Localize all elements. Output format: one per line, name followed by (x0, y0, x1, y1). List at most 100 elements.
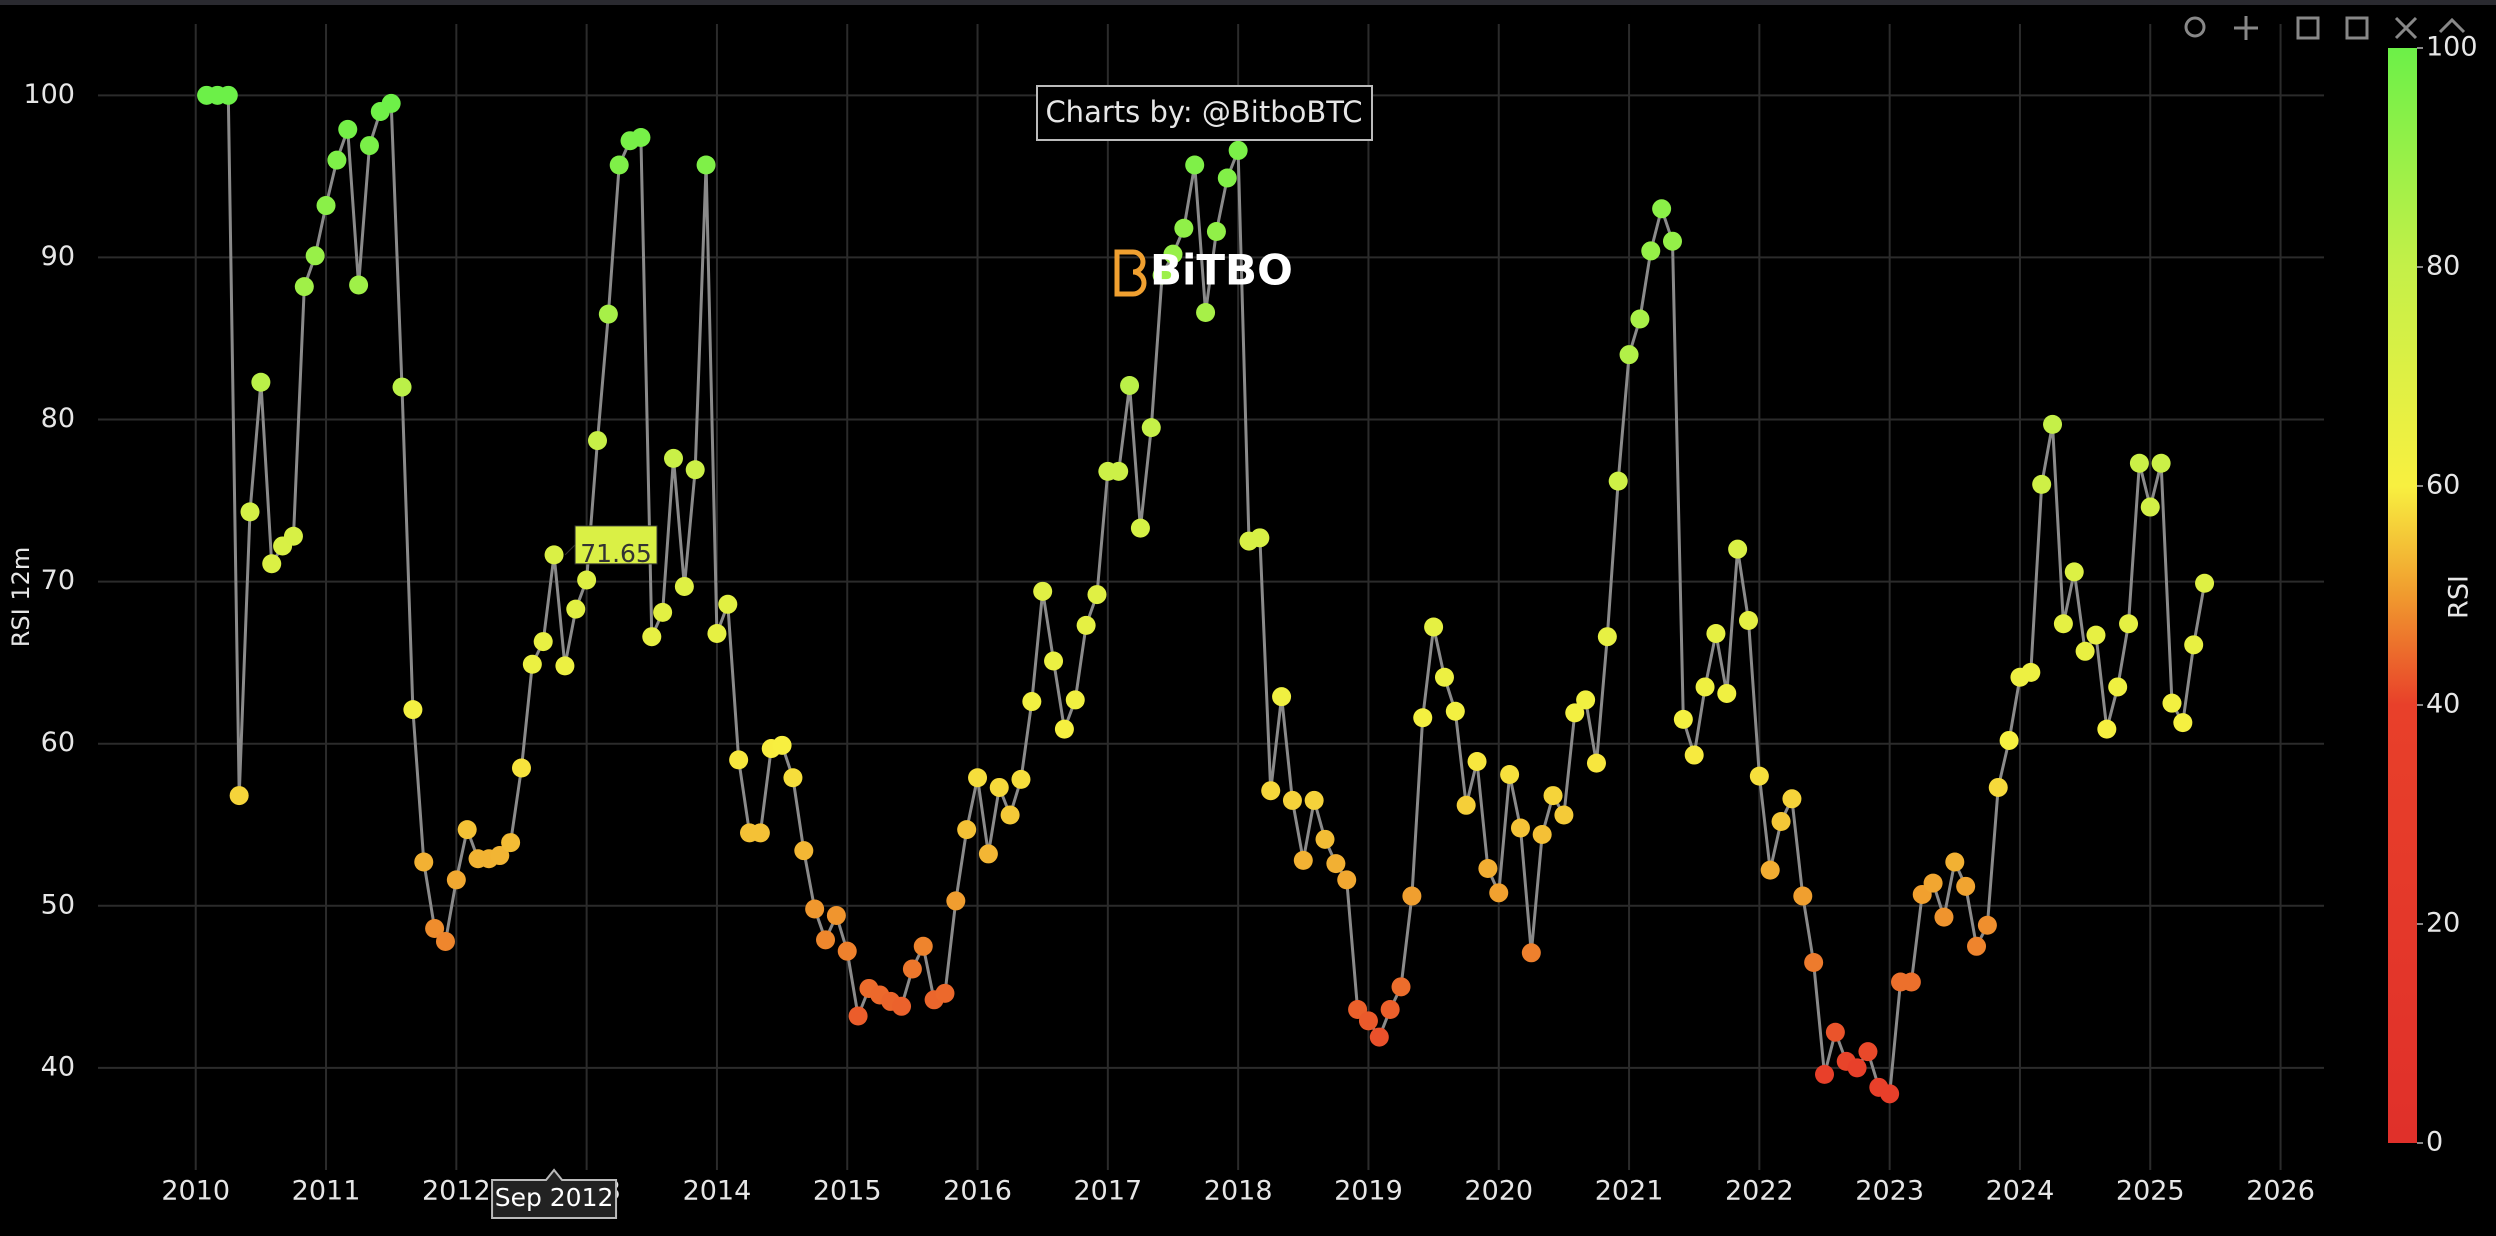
x-tick-label: 2011 (292, 1176, 361, 1207)
marker (772, 735, 792, 755)
marker (251, 372, 271, 392)
marker (1326, 854, 1346, 874)
marker (1402, 886, 1422, 906)
marker (1804, 953, 1824, 973)
marker (1206, 221, 1226, 241)
marker (435, 931, 455, 951)
marker (1217, 168, 1237, 188)
marker (664, 448, 684, 468)
y-tick-label: 60 (41, 727, 75, 758)
logo-icon (1114, 249, 1147, 297)
annotation: Charts by: @BitboBTC (1045, 95, 1362, 129)
x-tick-label: 2026 (2246, 1176, 2315, 1207)
reset-icon[interactable] (2438, 17, 2466, 34)
marker (240, 502, 260, 522)
marker (2043, 414, 2063, 434)
marker (305, 246, 325, 266)
marker (1565, 703, 1585, 723)
marker (2108, 677, 2128, 697)
colorbar-tick-label: 20 (2426, 908, 2460, 939)
marker (2086, 625, 2106, 645)
marker (2195, 573, 2215, 593)
marker (1445, 701, 1465, 721)
marker (1011, 769, 1031, 789)
marker (577, 570, 597, 590)
x-tick-label: 2010 (161, 1176, 230, 1207)
marker (1358, 1011, 1378, 1031)
marker (1728, 539, 1748, 559)
marker (359, 136, 379, 156)
marker (968, 768, 988, 788)
x-tick-label: 2014 (683, 1176, 752, 1207)
marker (1434, 667, 1454, 687)
marker (1967, 936, 1987, 956)
marker (718, 594, 738, 614)
zoom-in-icon[interactable] (2296, 16, 2320, 40)
marker (294, 277, 314, 297)
marker (1380, 1000, 1400, 1020)
marker (1945, 852, 1965, 872)
marker (805, 899, 825, 919)
marker (1771, 811, 1791, 831)
marker (1619, 345, 1639, 365)
marker (598, 304, 618, 324)
zoom-icon[interactable] (2184, 16, 2206, 38)
marker (1608, 471, 1628, 491)
marker (1228, 140, 1248, 160)
zoom-out-icon[interactable] (2345, 16, 2369, 40)
marker (1858, 1042, 1878, 1062)
marker (2032, 474, 2052, 494)
marker (1738, 611, 1758, 631)
marker (446, 870, 466, 890)
marker (1977, 915, 1997, 935)
marker (750, 823, 770, 843)
marker (381, 93, 401, 113)
pan-icon[interactable] (2234, 16, 2258, 40)
marker (1956, 876, 1976, 896)
marker (1478, 859, 1498, 879)
marker (1934, 907, 1954, 927)
marker (1988, 777, 2008, 797)
x-tick-label: 2015 (813, 1176, 882, 1207)
autoscale-icon[interactable] (2394, 16, 2418, 40)
marker (522, 654, 542, 674)
x-tick-label: 2017 (1073, 1176, 1142, 1207)
marker (1065, 690, 1085, 710)
marker (1782, 789, 1802, 809)
hover-x-box (491, 1168, 618, 1219)
marker (1576, 690, 1596, 710)
marker (913, 936, 933, 956)
marker (1196, 303, 1216, 323)
top-bar (0, 0, 2496, 5)
marker (902, 959, 922, 979)
marker (707, 623, 727, 643)
marker (848, 1006, 868, 1026)
plot (197, 85, 2215, 1104)
marker (1022, 692, 1042, 712)
x-tick-label: 2021 (1595, 1176, 1664, 1207)
marker (501, 833, 521, 853)
marker (1250, 528, 1270, 548)
marker (2097, 719, 2117, 739)
marker (2119, 614, 2139, 634)
marker (609, 155, 629, 175)
y-tick-label: 100 (23, 79, 75, 110)
marker (1630, 309, 1650, 329)
marker (1532, 824, 1552, 844)
marker (1315, 829, 1335, 849)
marker (1054, 719, 1074, 739)
marker (1586, 753, 1606, 773)
marker (1467, 752, 1487, 772)
marker (425, 918, 445, 938)
x-tick-label: 2016 (943, 1176, 1012, 1207)
marker (403, 700, 423, 720)
marker (1456, 795, 1476, 815)
x-tick-label: 2025 (2116, 1176, 2185, 1207)
marker (349, 275, 369, 295)
hover: 71.65 Sep 2012 (491, 525, 658, 1219)
marker (1261, 781, 1281, 801)
marker (1641, 241, 1661, 261)
marker (1597, 627, 1617, 647)
marker (783, 768, 803, 788)
